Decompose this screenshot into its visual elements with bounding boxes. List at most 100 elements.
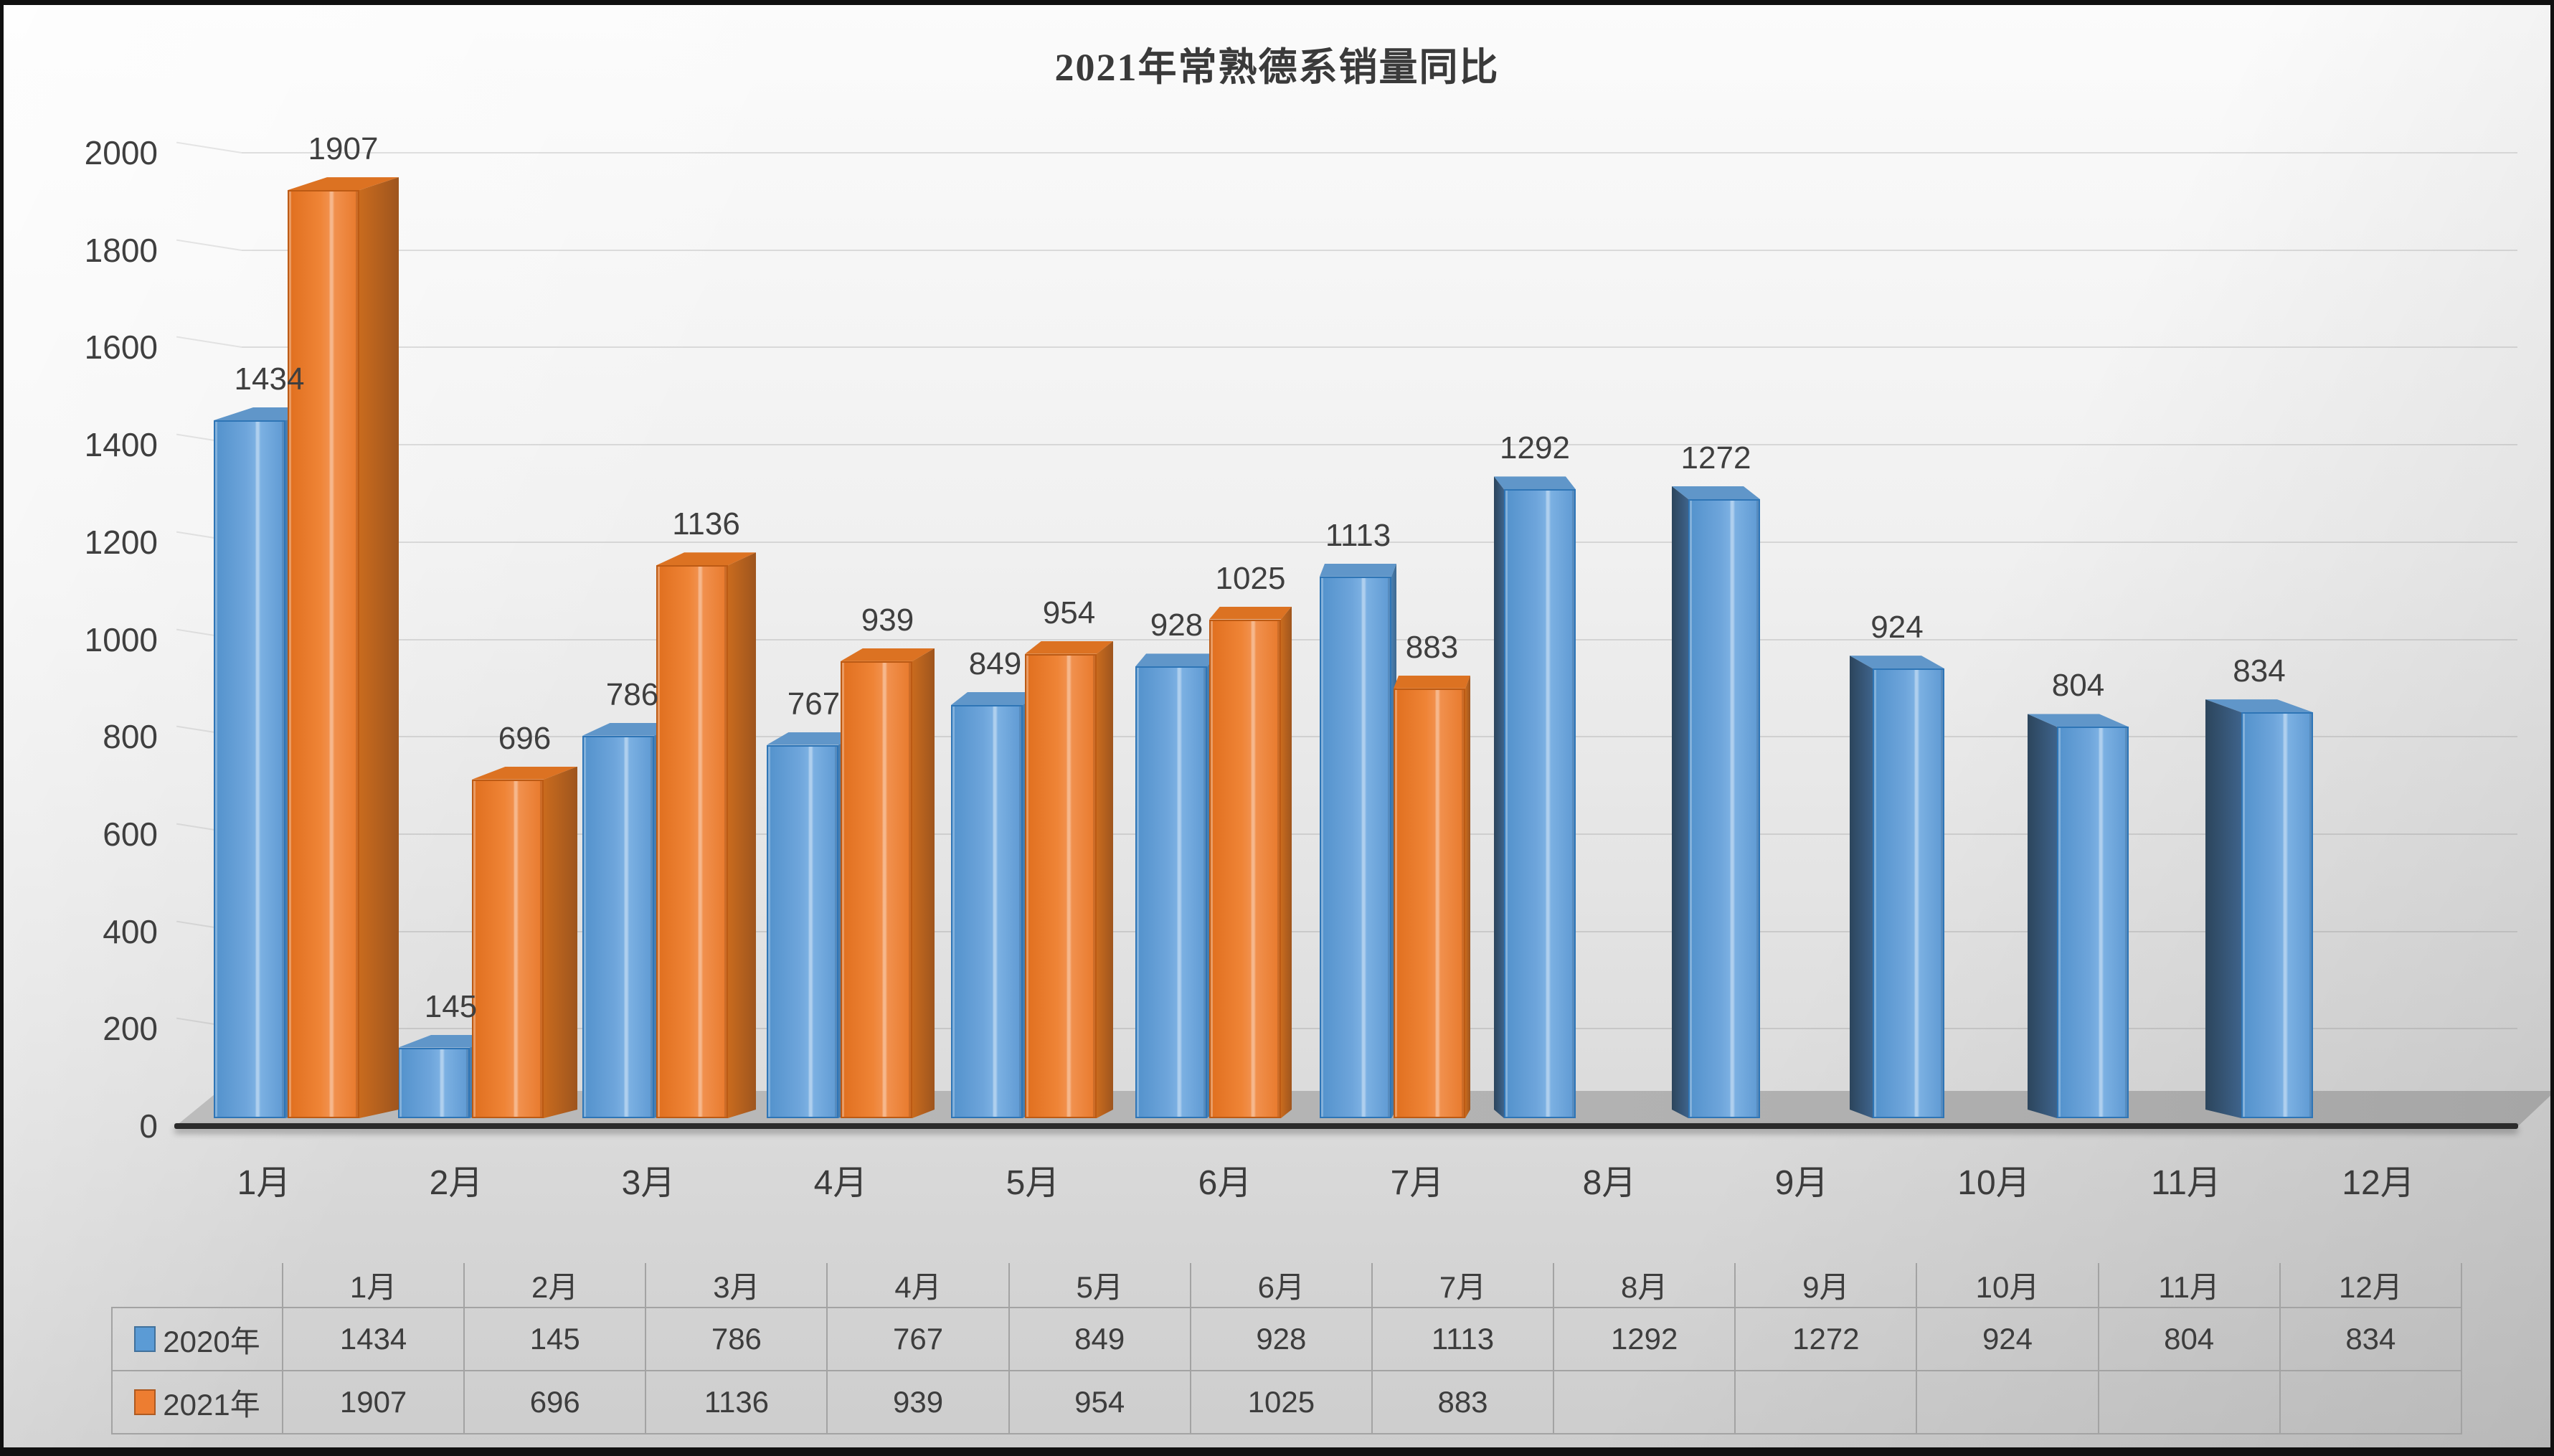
x-axis-category-label: 10月 bbox=[1957, 1164, 2030, 1202]
table-header-cell: 7月 bbox=[1371, 1263, 1555, 1308]
bar-side-face bbox=[1672, 486, 1688, 1118]
table-cell: 928 bbox=[1189, 1307, 1373, 1371]
table-cell: 924 bbox=[1916, 1307, 2099, 1371]
table-header-cell: 4月 bbox=[826, 1263, 1010, 1308]
table-series-label: 2021年 bbox=[111, 1370, 283, 1434]
table-header-cell: 9月 bbox=[1734, 1263, 1918, 1308]
y-axis-tick-label: 600 bbox=[103, 815, 158, 853]
table-cell: 1025 bbox=[1189, 1370, 1373, 1434]
bar-front-face bbox=[472, 779, 544, 1118]
table-cell: 1136 bbox=[645, 1370, 828, 1434]
table-cell: 1907 bbox=[281, 1370, 465, 1434]
bar-2021年-7月 bbox=[1394, 675, 1470, 1118]
bar-top-face bbox=[656, 552, 756, 566]
x-axis-category-label: 1月 bbox=[237, 1164, 291, 1202]
bar-top-face bbox=[841, 648, 935, 661]
y-axis-tick-label: 1000 bbox=[84, 620, 158, 658]
bar-front-face bbox=[288, 190, 359, 1118]
bar-front-face bbox=[2241, 712, 2313, 1118]
bar-value-label: 145 bbox=[424, 988, 478, 1024]
bar-top-face bbox=[951, 691, 1039, 705]
table-cell: 1434 bbox=[281, 1307, 465, 1371]
bar-value-label: 1434 bbox=[234, 361, 305, 397]
bar-2021年-2月 bbox=[472, 766, 577, 1118]
bar-value-label: 1136 bbox=[672, 506, 740, 542]
y-axis-tick-label: 1800 bbox=[84, 231, 158, 269]
table-cell: 883 bbox=[1371, 1370, 1555, 1434]
bar-side-face bbox=[728, 552, 756, 1118]
bar-top-face bbox=[1209, 606, 1292, 620]
gridline bbox=[242, 249, 2517, 251]
bar-top-face bbox=[1494, 476, 1576, 490]
table-cell: 834 bbox=[2279, 1307, 2463, 1371]
bar-side-face bbox=[1281, 606, 1292, 1118]
bar-front-face bbox=[1209, 619, 1281, 1118]
bar-value-label: 1025 bbox=[1215, 560, 1286, 596]
x-axis-category-label: 8月 bbox=[1582, 1164, 1637, 1202]
series-name: 2020年 bbox=[163, 1324, 260, 1358]
legend-swatch-2020 bbox=[134, 1326, 156, 1352]
bar-value-label: 928 bbox=[1150, 608, 1203, 643]
table-cell: 786 bbox=[645, 1307, 828, 1371]
bar-front-face bbox=[1873, 668, 1944, 1118]
bar-value-label: 1272 bbox=[1680, 440, 1751, 476]
bar-top-face bbox=[1135, 653, 1218, 667]
table-cell: 939 bbox=[826, 1370, 1010, 1434]
x-axis-category-label: 11月 bbox=[2151, 1164, 2221, 1202]
bar-value-label: 1907 bbox=[308, 131, 379, 167]
bar-front-face bbox=[1504, 489, 1576, 1118]
bar-value-label: 939 bbox=[861, 602, 914, 638]
x-axis-category-label: 6月 bbox=[1198, 1164, 1252, 1202]
x-axis-category-label: 9月 bbox=[1774, 1164, 1829, 1202]
bar-top-face bbox=[1672, 486, 1760, 499]
table-header-cell: 1月 bbox=[281, 1263, 465, 1308]
bar-front-face bbox=[1688, 498, 1760, 1118]
bar-front-face bbox=[2057, 727, 2129, 1118]
gridline-slant bbox=[176, 141, 242, 153]
table-cell: 1113 bbox=[1371, 1307, 1555, 1371]
table-header-cell: 10月 bbox=[1916, 1263, 2099, 1308]
bar-value-label: 1292 bbox=[1500, 430, 1570, 466]
bar-value-label: 804 bbox=[2051, 668, 2105, 704]
x-axis-line bbox=[174, 1123, 2518, 1129]
bar-front-face bbox=[1025, 653, 1097, 1118]
series-name: 2021年 bbox=[163, 1387, 260, 1422]
table-cell: 954 bbox=[1008, 1370, 1191, 1434]
table-cell bbox=[1734, 1370, 1918, 1434]
bar-top-face bbox=[472, 766, 577, 780]
bar-front-face bbox=[214, 420, 285, 1118]
y-axis-tick-label: 400 bbox=[103, 912, 158, 950]
bar-front-face bbox=[767, 744, 838, 1118]
bar-2021年-5月 bbox=[1025, 640, 1113, 1118]
data-table-container: 1月 2月 3月 4月 5月 6月 7月 8月 9月 10月 11月 12月 2020年 1434 145 7… bbox=[111, 1263, 2463, 1434]
bar-2020年-10月 bbox=[1850, 656, 1944, 1118]
bar-front-face bbox=[1320, 576, 1391, 1118]
table-header-cell: 8月 bbox=[1553, 1263, 1736, 1308]
bar-front-face bbox=[1135, 666, 1207, 1118]
bar-front-face bbox=[1394, 688, 1465, 1118]
bar-side-face bbox=[2205, 699, 2241, 1118]
table-cell bbox=[2279, 1370, 2463, 1434]
table-header-cell: 2月 bbox=[463, 1263, 647, 1308]
x-axis-category-label: 7月 bbox=[1390, 1164, 1444, 1202]
y-axis-tick-label: 2000 bbox=[84, 134, 158, 171]
gridline-slant bbox=[176, 239, 242, 251]
bar-2021年-3月 bbox=[656, 552, 756, 1118]
bar-value-label: 834 bbox=[2233, 653, 2286, 689]
table-cell: 1272 bbox=[1734, 1307, 1918, 1371]
bar-2020年-9月 bbox=[1672, 486, 1760, 1118]
bar-side-face bbox=[1465, 675, 1470, 1118]
table-cell: 145 bbox=[463, 1307, 647, 1371]
bar-top-face bbox=[1850, 656, 1944, 669]
table-cell: 696 bbox=[463, 1370, 647, 1434]
bar-top-face bbox=[1320, 563, 1396, 577]
bar-front-face bbox=[398, 1047, 470, 1118]
bar-side-face bbox=[2028, 714, 2057, 1118]
bar-2020年-12月 bbox=[2205, 699, 2313, 1118]
legend-swatch-2021 bbox=[134, 1389, 156, 1415]
x-axis-category-label: 3月 bbox=[621, 1164, 676, 1202]
gridline bbox=[242, 541, 2517, 543]
table-cell bbox=[2097, 1370, 2281, 1434]
bar-front-face bbox=[841, 661, 912, 1118]
